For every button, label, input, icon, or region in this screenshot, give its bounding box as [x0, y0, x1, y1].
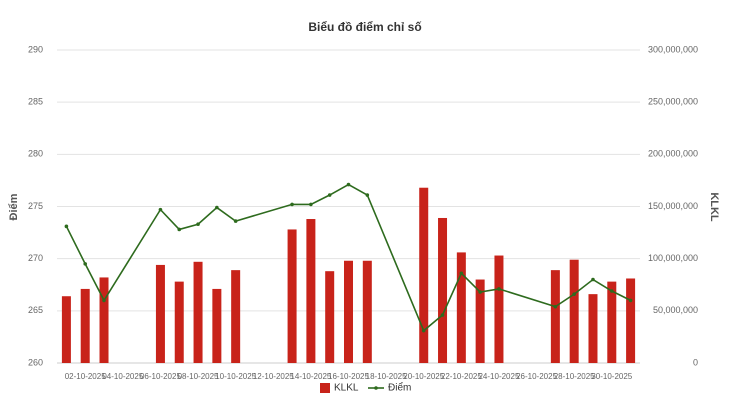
- line-point: [478, 290, 482, 294]
- line-point: [553, 304, 558, 309]
- line-point: [233, 219, 238, 223]
- y2-axis-title: KLKL: [708, 192, 720, 222]
- bar: [61, 296, 71, 363]
- x-tick-label: 24-10-2025: [478, 372, 519, 381]
- bar: [362, 260, 372, 363]
- bar: [419, 187, 429, 363]
- bar: [193, 261, 203, 363]
- y2-tick-label: 200,000,000: [648, 149, 698, 159]
- line-point: [572, 292, 576, 296]
- chart-title: Biểu đồ điểm chỉ số: [308, 20, 421, 34]
- line-point: [327, 193, 332, 197]
- line-point: [102, 298, 106, 303]
- x-tick-label: 16-10-2025: [328, 372, 369, 381]
- legend-swatch: [320, 383, 330, 393]
- y-tick-label: 285: [28, 97, 43, 107]
- x-tick-label: 22-10-2025: [441, 372, 482, 381]
- y-axis-title: Điểm: [8, 193, 20, 220]
- line-point: [440, 313, 445, 317]
- line-point: [196, 222, 200, 227]
- x-tick-label: 02-10-2025: [65, 372, 106, 381]
- line-point: [215, 205, 219, 210]
- y2-tick-label: 150,000,000: [648, 201, 698, 211]
- bar: [588, 294, 598, 363]
- line-point: [309, 202, 313, 207]
- x-tick-label: 10-10-2025: [215, 372, 256, 381]
- bar: [306, 219, 316, 363]
- bar: [550, 270, 560, 363]
- bar: [99, 277, 109, 363]
- line-point: [459, 271, 464, 276]
- x-tick-label: 04-10-2025: [102, 372, 143, 381]
- line-point: [497, 287, 501, 291]
- bar: [325, 271, 335, 363]
- bar: [438, 217, 448, 363]
- line-point: [346, 182, 351, 187]
- bar: [287, 229, 297, 363]
- bar: [494, 255, 504, 363]
- y2-tick-label: 0: [693, 357, 698, 367]
- y-tick-label: 290: [28, 44, 43, 54]
- bar: [155, 264, 165, 363]
- bar: [569, 259, 579, 363]
- x-tick-label: 06-10-2025: [140, 372, 181, 381]
- y2-tick-label: 50,000,000: [653, 305, 698, 315]
- bar: [212, 288, 222, 363]
- bar: [344, 260, 353, 363]
- line-point: [628, 298, 633, 303]
- y-tick-label: 280: [28, 149, 43, 159]
- bar: [475, 279, 485, 363]
- line-point: [64, 224, 69, 229]
- line-point: [365, 193, 370, 197]
- line-point: [177, 227, 182, 232]
- line-point: [591, 277, 595, 282]
- legend-label: KLKL: [334, 383, 359, 394]
- x-tick-label: 30-10-2025: [591, 372, 632, 381]
- y2-tick-label: 100,000,000: [648, 253, 698, 263]
- bar: [174, 281, 184, 363]
- x-tick-label: 14-10-2025: [290, 372, 331, 381]
- legend-swatch: [374, 386, 378, 390]
- y-tick-label: 270: [28, 253, 43, 263]
- x-tick-label: 18-10-2025: [366, 372, 407, 381]
- x-tick-label: 28-10-2025: [554, 372, 595, 381]
- line-point: [290, 202, 294, 207]
- line-point: [83, 262, 88, 266]
- bar: [626, 278, 636, 363]
- y-tick-label: 275: [28, 201, 43, 211]
- x-tick-label: 08-10-2025: [178, 372, 219, 381]
- y-tick-label: 260: [28, 357, 43, 367]
- x-tick-label: 20-10-2025: [403, 372, 444, 381]
- line-point: [158, 207, 163, 212]
- line-point: [421, 328, 426, 333]
- legend-label: Điểm: [388, 382, 411, 394]
- bar: [80, 288, 90, 363]
- y2-tick-label: 250,000,000: [648, 97, 698, 107]
- bar: [607, 281, 617, 363]
- y2-tick-label: 300,000,000: [648, 44, 698, 54]
- y-tick-label: 265: [28, 305, 43, 315]
- bar: [231, 270, 241, 363]
- bar: [456, 252, 466, 363]
- x-tick-label: 12-10-2025: [253, 372, 294, 381]
- x-tick-label: 26-10-2025: [516, 372, 557, 381]
- line-point: [609, 289, 614, 293]
